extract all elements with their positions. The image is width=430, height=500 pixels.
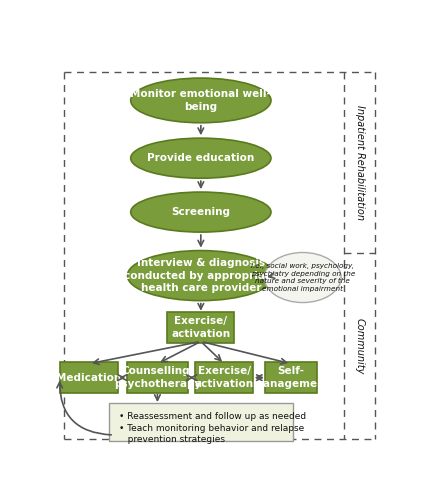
FancyBboxPatch shape: [264, 362, 316, 394]
Ellipse shape: [130, 78, 270, 123]
FancyBboxPatch shape: [60, 362, 118, 394]
Text: Provide education: Provide education: [147, 153, 254, 163]
Text: Community: Community: [354, 318, 364, 374]
Ellipse shape: [264, 252, 341, 302]
Text: Interview & diagnosis
conducted by appropriate
health care provider: Interview & diagnosis conducted by appro…: [124, 258, 277, 293]
Ellipse shape: [127, 250, 274, 300]
Text: • Reassessment and follow up as needed
• Teach monitoring behavior and relapse
 : • Reassessment and follow up as needed •…: [119, 412, 305, 444]
Text: Self-
management: Self- management: [252, 366, 329, 389]
Ellipse shape: [130, 138, 270, 178]
Text: Counselling/
psychotherapy: Counselling/ psychotherapy: [114, 366, 200, 389]
Text: Medication: Medication: [56, 372, 121, 382]
Text: Monitor emotional well-
being: Monitor emotional well- being: [130, 89, 270, 112]
FancyBboxPatch shape: [167, 312, 234, 344]
FancyBboxPatch shape: [109, 403, 292, 441]
Text: i.e., social work, psychology,
psychiatry depending on the
nature and severity o: i.e., social work, psychology, psychiatr…: [250, 263, 354, 292]
FancyBboxPatch shape: [126, 362, 188, 394]
Ellipse shape: [130, 192, 270, 232]
Text: Screening: Screening: [171, 207, 230, 217]
Text: Exercise/
activation: Exercise/ activation: [194, 366, 253, 389]
Text: Inpatient Rehabilitation: Inpatient Rehabilitation: [354, 104, 364, 220]
FancyBboxPatch shape: [194, 362, 253, 394]
Text: Exercise/
activation: Exercise/ activation: [171, 316, 230, 339]
